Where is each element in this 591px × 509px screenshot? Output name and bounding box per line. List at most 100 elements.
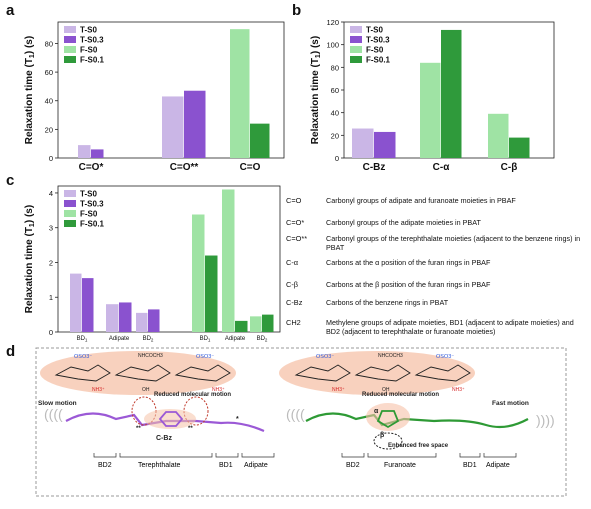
panel-label-d: d (6, 343, 16, 360)
legend-swatch-F-S0 (64, 46, 76, 53)
right-seg-bd1: BD1 (463, 462, 477, 469)
legend-swatch-T-S0 (350, 26, 362, 33)
left-seg-bd1: BD1 (219, 462, 233, 469)
left-motion-marks: (((( (44, 406, 63, 422)
legend-swatch-T-S0 (64, 26, 76, 33)
legend-label-F-S0: F-S0 (366, 46, 384, 55)
right-sugar-glow (279, 351, 475, 395)
definition-text: Carbons at the β position of the furan r… (326, 280, 491, 289)
bar-c-T-S0-2 (136, 312, 148, 332)
x-tick-label: C=O* (79, 162, 104, 173)
definition-symbol: C-Bz (286, 298, 303, 307)
benzene-ring (158, 411, 184, 427)
right-reduced-label: Reduced molecular motion (362, 392, 439, 398)
double-star-2: ** (188, 426, 193, 432)
bar-a-F-S0.1-2 (250, 123, 270, 158)
left-reduced-label: Reduced molecular motion (154, 392, 231, 398)
right-seg-bd2: BD2 (346, 462, 360, 469)
right-oso3-2: OSO3⁻ (436, 354, 454, 360)
legend-swatch-F-S0.1 (64, 220, 76, 227)
chart-c: 0 1 2 3 4 Relaxation time (T1) (s) BD1 Adipate B… (24, 185, 281, 345)
left-seg-terephthalate: Terephthalate (138, 462, 181, 469)
x-tick-label: C=O** (170, 162, 199, 173)
definition-text: Carbonyl groups of the terephthalate moi… (326, 234, 581, 252)
chart-b: 0 20 40 60 80 100 120 Relaxation time (T1) (s) C… (310, 18, 555, 173)
bar-b-T-S0-0 (352, 128, 374, 158)
legend-swatch-T-S0 (64, 190, 76, 197)
enhanced-label: Enhanced free space (388, 443, 449, 449)
left-nh3-2: NH3⁺ (212, 387, 225, 393)
legend-label-T-S0.3: T-S0.3 (80, 200, 104, 209)
y-axis-label: Relaxation time (T1) (s) (310, 36, 322, 144)
legend-swatch-F-S0 (350, 46, 362, 53)
definition-text: Carbons at the α position of the furan r… (326, 258, 491, 267)
left-seg-bd2: BD2 (98, 462, 112, 469)
y-tick-label: 4 (49, 189, 53, 198)
y-tick-label: 80 (331, 63, 339, 72)
legend-swatch-T-S0.3 (350, 36, 362, 43)
y-tick-label: 3 (49, 224, 53, 233)
plot-frame (57, 185, 281, 333)
y-tick-label: 60 (45, 68, 53, 77)
y-axis-label: Relaxation time (T1) (s) (24, 205, 36, 313)
definition-text: Methylene groups of adipate moieties, BD… (326, 318, 574, 336)
group-label-ch2: CH2 (224, 344, 242, 345)
furan-ring (376, 410, 400, 429)
bar-b-T-S0.3-0 (374, 131, 396, 158)
bar-c-F-S0-3 (192, 214, 205, 332)
furan-glow (366, 403, 410, 431)
legend-label-T-S0: T-S0 (80, 190, 97, 199)
bar-c-F-S0.1-3 (205, 255, 218, 332)
left-oh: OH (142, 387, 150, 393)
right-chain (305, 412, 529, 429)
y-tick-label: 60 (331, 86, 339, 95)
x-tick-label: C-Bz (363, 162, 386, 173)
definition-text: Carbonyl groups of adipate and furanoate… (326, 196, 516, 205)
bar-b-F-S0.1-2 (509, 137, 530, 158)
left-nhcoch3: NHCOCH3 (138, 353, 163, 359)
bar-c-F-S0-4 (222, 189, 235, 332)
bar-c-T-S0-0 (70, 273, 82, 332)
right-motion-marks-end: )))) (536, 412, 555, 428)
bar-b-F-S0-1 (420, 62, 441, 158)
definition-text: Carbons of the benzene rings in PBAT (326, 298, 449, 307)
y-tick-label: 20 (45, 125, 53, 134)
scheme-frame (35, 347, 567, 497)
alpha-label: α (374, 408, 379, 415)
legend-label-T-S0: T-S0 (80, 26, 97, 35)
bar-c-F-S0.1-5 (262, 314, 274, 332)
panel-label-a: a (6, 2, 15, 19)
fast-motion-label: Fast motion (492, 400, 529, 407)
panel-label-b: b (292, 2, 302, 19)
bar-b-F-S0.1-1 (441, 29, 462, 158)
right-seg-adipate: Adipate (486, 462, 510, 469)
y-tick-label: 2 (49, 258, 53, 267)
legend-label-F-S0.1: F-S0.1 (80, 220, 105, 229)
x-tick-label: C-α (433, 162, 451, 173)
bar-c-F-S0.1-4 (235, 320, 248, 332)
legend-label-F-S0.1: F-S0.1 (80, 56, 105, 65)
left-sugar-glow (40, 351, 236, 395)
bar-b-F-S0-2 (488, 113, 509, 158)
cbz-label: C-Bz (156, 435, 172, 442)
y-axis-label: Relaxation time (T1) (s) (24, 36, 36, 144)
bar-a-T-S0.3-0 (91, 149, 104, 158)
right-motion-marks: (((( (286, 406, 305, 422)
legend-swatch-F-S0.1 (64, 56, 76, 63)
double-star-1: ** (136, 426, 141, 432)
right-nh3-2: NH3⁺ (452, 387, 465, 393)
right-oso3-1: OSO3⁻ (316, 354, 334, 360)
y-tick-label: 0 (49, 154, 53, 163)
y-tick-label: 1 (49, 293, 53, 302)
bar-a-F-S0-2 (230, 29, 250, 158)
right-nhcoch3: NHCOCH3 (378, 353, 403, 359)
y-tick-label: 0 (335, 154, 339, 163)
x-tick-label: BD1 (77, 336, 88, 343)
group-label-ch2: CH2 (106, 344, 124, 345)
bar-c-T-S0.3-1 (119, 302, 132, 332)
legend-label-F-S0: F-S0 (80, 210, 98, 219)
bar-c-T-S0-1 (106, 304, 119, 332)
x-tick-label: BD2 (143, 336, 154, 343)
left-oso3-2: OSO3⁻ (196, 354, 214, 360)
right-oh: OH (382, 387, 390, 393)
